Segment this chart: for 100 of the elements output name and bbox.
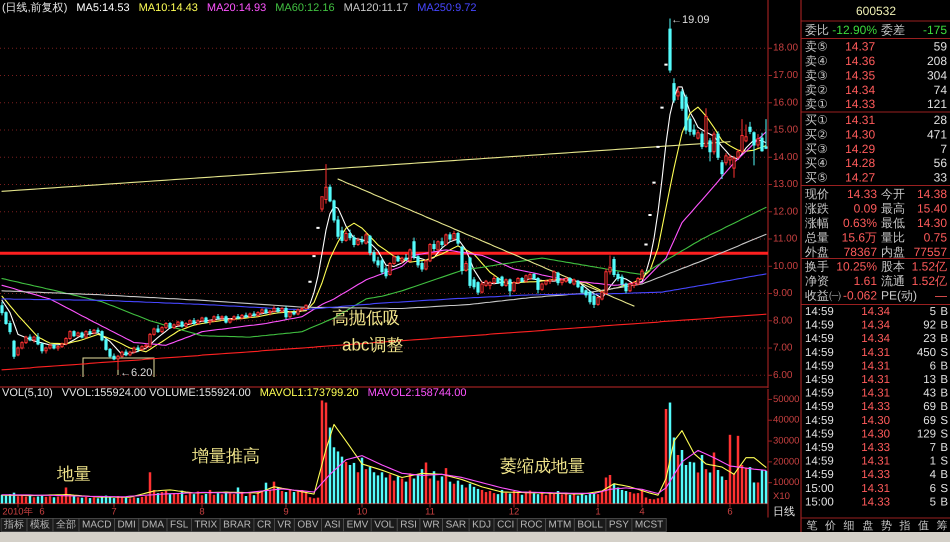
y-tick-label: 11.00 bbox=[773, 234, 798, 245]
candlestick bbox=[468, 256, 472, 289]
candlestick bbox=[228, 318, 232, 324]
candlestick bbox=[396, 254, 400, 263]
candlestick bbox=[556, 271, 560, 286]
text: 买① 14.31 bbox=[805, 113, 876, 127]
text: 净资 bbox=[805, 274, 829, 288]
text: 卖② 14.34 bbox=[805, 83, 876, 97]
text: MAVOL1:173799.20 bbox=[260, 387, 359, 399]
text: 涨跌 bbox=[805, 202, 829, 216]
candlestick bbox=[560, 278, 564, 286]
candlestick bbox=[512, 280, 516, 293]
text: B bbox=[940, 388, 948, 400]
candlestick bbox=[344, 230, 348, 242]
candlestick bbox=[268, 309, 272, 316]
candlestick bbox=[356, 237, 360, 246]
candlestick bbox=[92, 328, 96, 335]
text: 外盘 bbox=[805, 245, 829, 259]
text: B bbox=[940, 374, 948, 386]
candlestick bbox=[248, 312, 252, 319]
text: 1.52亿 bbox=[912, 274, 947, 288]
text: FSL bbox=[170, 520, 189, 530]
text: 7 bbox=[930, 442, 936, 454]
text: MA60:12.16 bbox=[275, 2, 335, 14]
text: 卖① 14.33 bbox=[805, 97, 876, 111]
chart-title: (日线,前复权) bbox=[2, 1, 68, 14]
text: 流通 bbox=[881, 274, 905, 288]
text: MA250:9.72 bbox=[417, 2, 477, 14]
text: 23 bbox=[923, 333, 936, 346]
text: 14.30 bbox=[861, 428, 890, 440]
text: B bbox=[940, 401, 948, 414]
candlestick bbox=[536, 276, 540, 294]
candlestick bbox=[192, 318, 196, 326]
text: 14.33 bbox=[861, 442, 890, 454]
text: 15:00 bbox=[805, 496, 834, 508]
x-tick-label: 2010年 bbox=[2, 506, 34, 518]
y-tick-label: 10000 bbox=[773, 477, 800, 488]
candlestick bbox=[252, 310, 256, 318]
text: OBV bbox=[297, 520, 319, 530]
text: BRAR bbox=[223, 520, 251, 530]
text: S bbox=[940, 456, 948, 468]
text: — bbox=[935, 288, 947, 302]
text: MA20:14.93 bbox=[206, 2, 266, 14]
candlestick bbox=[460, 245, 464, 275]
candlestick bbox=[732, 155, 736, 178]
y-tick-label: 16.00 bbox=[773, 97, 798, 108]
candlestick bbox=[464, 260, 468, 272]
candlestick bbox=[756, 134, 760, 148]
text: SAR bbox=[446, 520, 466, 530]
text: 总量 bbox=[804, 230, 829, 244]
text: ROC bbox=[520, 520, 543, 530]
text: 1.52亿 bbox=[912, 260, 947, 274]
text: 14:59 bbox=[805, 401, 834, 414]
text: 74 bbox=[934, 83, 948, 97]
candlestick bbox=[288, 310, 292, 319]
candlestick bbox=[480, 280, 484, 294]
candlestick bbox=[260, 308, 264, 314]
candlestick bbox=[588, 290, 592, 305]
text: B bbox=[940, 442, 948, 454]
x-tick-label: 4 bbox=[639, 506, 645, 518]
y-tick-label: 12.00 bbox=[773, 206, 798, 218]
text: KDJ bbox=[472, 520, 492, 530]
text: 121 bbox=[926, 97, 948, 111]
x-tick-label: 12 bbox=[508, 506, 520, 518]
text: 买④ 14.28 bbox=[805, 156, 876, 170]
candlestick bbox=[632, 280, 636, 289]
candlestick bbox=[216, 313, 220, 320]
candlestick bbox=[764, 118, 768, 150]
text: MTM bbox=[548, 520, 572, 530]
text: PSY bbox=[608, 520, 630, 530]
text: 14.31 bbox=[861, 346, 890, 359]
candlestick bbox=[12, 339, 16, 360]
text: 14:59 bbox=[805, 456, 834, 468]
x-tick-label: 1 bbox=[595, 506, 601, 518]
text: 6 bbox=[930, 482, 936, 495]
y-axis-title: X10 bbox=[773, 491, 790, 502]
text: S bbox=[940, 414, 948, 427]
text: 0.75 bbox=[924, 230, 948, 244]
y-tick-label: 15.00 bbox=[773, 124, 798, 136]
y-tick-label: 6.00 bbox=[773, 370, 793, 381]
text: 471 bbox=[926, 128, 948, 142]
candlestick bbox=[272, 305, 276, 314]
candlestick bbox=[612, 256, 616, 278]
candlestick bbox=[240, 313, 244, 320]
candlestick bbox=[244, 312, 248, 319]
text: 价 bbox=[824, 520, 836, 532]
text: 14.34 bbox=[861, 306, 891, 318]
text: 6 bbox=[930, 360, 936, 372]
text: 今开 bbox=[881, 187, 905, 201]
text: 15.6万 bbox=[842, 230, 877, 244]
candlestick bbox=[504, 278, 508, 288]
candlestick bbox=[696, 130, 700, 140]
candlestick bbox=[724, 152, 728, 166]
y-tick-label: 40000 bbox=[773, 414, 800, 426]
text: RSI bbox=[400, 520, 417, 530]
candlestick bbox=[708, 138, 712, 162]
text: B bbox=[940, 360, 948, 372]
text: BOLL bbox=[577, 520, 604, 530]
text: B bbox=[940, 333, 948, 346]
text: 涨幅 bbox=[805, 216, 829, 230]
